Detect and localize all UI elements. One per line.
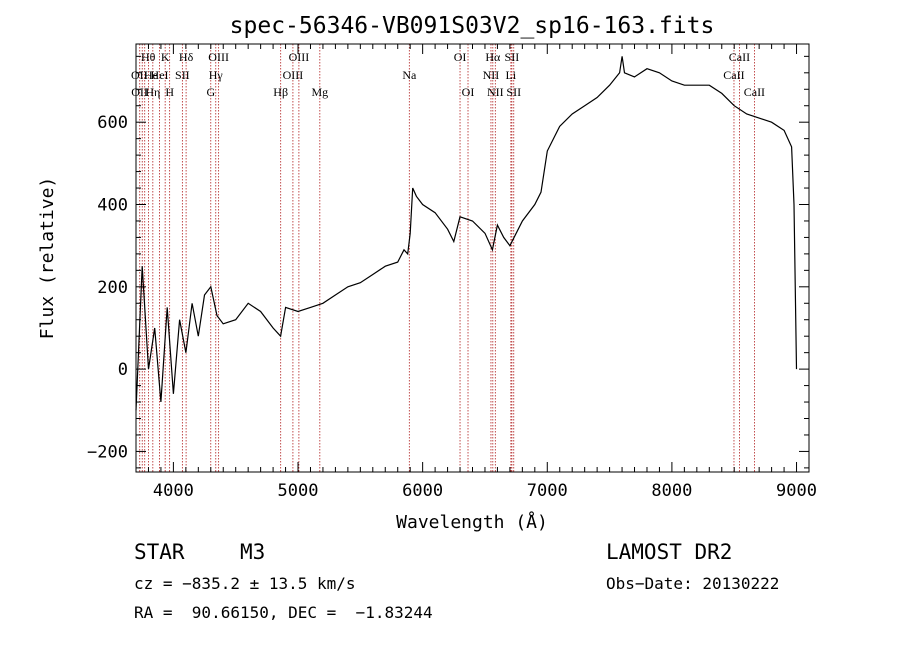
line-marker-label: SII bbox=[175, 68, 190, 82]
line-marker-label: NII bbox=[487, 85, 504, 99]
plot-frame bbox=[135, 43, 810, 473]
spectrum-series bbox=[135, 56, 798, 411]
line-marker-label: OI bbox=[462, 85, 475, 99]
y-tick-label: 0 bbox=[118, 360, 128, 380]
x-tick-label: 4000 bbox=[153, 481, 194, 501]
y-tick-label: 200 bbox=[97, 278, 128, 298]
line-marker-label: G bbox=[206, 85, 215, 99]
line-marker-label: OIII bbox=[283, 68, 304, 82]
line-marker-label: K bbox=[161, 50, 170, 64]
y-tick-label: 600 bbox=[97, 113, 128, 133]
y-tick-label: 400 bbox=[97, 196, 128, 216]
line-marker-label: OII bbox=[131, 68, 148, 82]
line-marker-label: Hγ bbox=[209, 68, 224, 82]
line-marker-label: Hα bbox=[485, 50, 501, 64]
line-marker-label: OIII bbox=[208, 50, 229, 64]
y-tick-label: −200 bbox=[87, 442, 128, 462]
line-marker-label: Li bbox=[506, 68, 517, 82]
y-axis: −200 0 200 400 600 bbox=[87, 55, 809, 469]
line-marker-label: CaII bbox=[723, 68, 744, 82]
coordinates: RA = 90.66150, DEC = −1.83244 bbox=[134, 603, 433, 622]
line-marker-label: Hδ bbox=[179, 50, 194, 64]
object-subclass: M3 bbox=[240, 540, 266, 564]
x-tick-label: 8000 bbox=[651, 481, 692, 501]
line-marker-label: He bbox=[144, 68, 158, 82]
line-marker-label: H bbox=[165, 85, 174, 99]
x-tick-label: 9000 bbox=[776, 481, 817, 501]
y-axis-label: Flux (relative) bbox=[37, 177, 58, 340]
observation-date: Obs−Date: 20130222 bbox=[606, 574, 780, 593]
chart-title: spec-56346-VB091S03V2_sp16-163.fits bbox=[230, 13, 715, 39]
line-marker-label: Hθ bbox=[141, 50, 156, 64]
line-marker-label: CaII bbox=[729, 50, 750, 64]
x-tick-label: 7000 bbox=[527, 481, 568, 501]
line-marker-label: OI bbox=[454, 50, 467, 64]
spectrum-line bbox=[135, 56, 798, 411]
line-marker-label: CaII bbox=[744, 85, 765, 99]
x-axis-label: Wavelength (Å) bbox=[396, 511, 548, 533]
line-marker-label: Hβ bbox=[273, 85, 288, 99]
line-markers bbox=[139, 44, 755, 472]
redshift-cz: cz = −835.2 ± 13.5 km/s bbox=[134, 574, 356, 593]
line-marker-label: Hη bbox=[145, 85, 160, 99]
line-marker-label: OII bbox=[131, 85, 148, 99]
line-marker-label: SII bbox=[506, 85, 521, 99]
line-marker-label: OIII bbox=[289, 50, 310, 64]
x-axis: 4000 5000 6000 7000 8000 9000 bbox=[147, 44, 817, 501]
x-tick-label: 6000 bbox=[402, 481, 443, 501]
x-tick-label: 5000 bbox=[278, 481, 319, 501]
line-marker-label: SII bbox=[505, 50, 520, 64]
line-marker-label: Na bbox=[402, 68, 417, 82]
line-marker-label: Mg bbox=[311, 85, 328, 99]
line-marker-label: NII bbox=[483, 68, 500, 82]
survey-name: LAMOST DR2 bbox=[606, 540, 733, 564]
line-marker-label: HeI bbox=[151, 68, 169, 82]
object-class: STAR bbox=[134, 540, 185, 564]
